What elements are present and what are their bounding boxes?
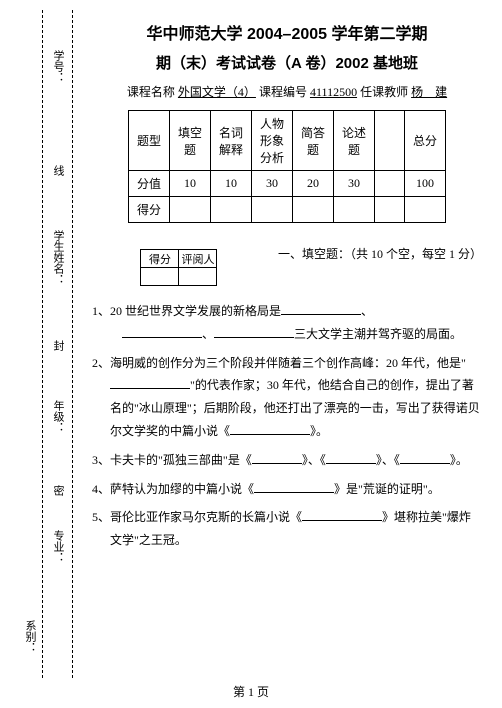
q3-t3: 》、《 [376,453,400,467]
side-label-dept: 系别： [22,620,38,653]
q4-t2: 》是"荒诞的证明"。 [334,482,440,496]
blank [230,423,310,435]
q3-num: 3、 [92,453,110,467]
question-3: 3、卡夫卡的"孤独三部曲"是《 》、《 》、《 》。 [92,449,482,472]
q1-t3: 、 [202,327,214,341]
grade-box: 得分评阅人 [140,249,217,286]
teacher-name: 杨 建 [411,85,447,99]
q1-t2: 、 [361,304,373,318]
s7 [405,197,446,223]
question-1: 1、20 世纪世界文学发展的新格局是、 、三大文学主潮并驾齐驱的局面。 [92,300,482,346]
side-label-mi: 密 [50,485,66,496]
v1: 10 [169,171,210,197]
blank [252,452,302,464]
q2-t3: 》。 [310,424,328,438]
row-score-label: 得分 [128,197,169,223]
side-label-name: 学生姓名： [50,230,66,285]
section1-title: 一、填空题：（共 10 个空，每空 1 分） [278,245,482,262]
label-course-code: 课程编号 [259,85,307,99]
course-code: 41112500 [310,85,357,99]
course-name: 外国文学（4） [178,85,256,99]
th-6 [375,111,405,171]
s5 [334,197,375,223]
blank [110,377,190,389]
side-label-xian: 线 [50,165,66,176]
s3 [251,197,292,223]
blank [122,326,202,338]
label-teacher: 任课教师 [360,85,408,99]
v6 [375,171,405,197]
question-2: 2、海明威的创作分为三个阶段并伴随着三个创作高峰：20 年代，他是""的代表作家… [92,352,482,443]
blank [254,481,334,493]
v3: 30 [251,171,292,197]
v7: 100 [405,171,446,197]
section1-row: 得分评阅人 一、填空题：（共 10 个空，每空 1 分） [92,241,482,294]
v5: 30 [334,171,375,197]
course-info: 课程名称 外国文学（4） 课程编号 41112500 任课教师 杨 建 [92,83,482,100]
th-4: 简答题 [293,111,334,171]
s4 [293,197,334,223]
question-5: 5、哥伦比亚作家马尔克斯的长篇小说《》堪称拉美"爆炸文学"之王冠。 [92,506,482,552]
q5-t1: 哥伦比亚作家马尔克斯的长篇小说《 [110,510,302,524]
q2-t1: 海明威的创作分为三个阶段并伴随着三个创作高峰：20 年代，他是" [110,356,466,370]
th-1: 填空题 [169,111,210,171]
score-table: 题型 填空题 名词解释 人物形象分析 简答题 论述题 总分 分值 10 10 3… [128,110,446,223]
q3-t2: 》、《 [302,453,326,467]
q5-num: 5、 [92,510,110,524]
q4-t1: 萨特认为加缪的中篇小说《 [110,482,254,496]
s2 [210,197,251,223]
dashed-line-outer [42,10,43,678]
small-h2: 评阅人 [179,250,217,268]
side-label-feng: 封 [50,340,66,351]
v4: 20 [293,171,334,197]
th-5: 论述题 [334,111,375,171]
th-type: 题型 [128,111,169,171]
question-4: 4、萨特认为加缪的中篇小说《 》是"荒诞的证明"。 [92,478,482,501]
q2-num: 2、 [92,356,110,370]
blank [214,326,294,338]
q1-t1: 20 世纪世界文学发展的新格局是 [110,304,281,318]
q1-num: 1、 [92,304,110,318]
blank [281,303,361,315]
label-course-name: 课程名称 [127,85,175,99]
th-2: 名词解释 [210,111,251,171]
side-label-grade: 年级： [50,400,66,433]
blank [400,452,450,464]
q3-t4: 》。 [450,453,468,467]
side-label-major: 专业： [50,530,66,563]
th-3: 人物形象分析 [251,111,292,171]
row-value-label: 分值 [128,171,169,197]
dashed-line-inner [72,10,73,678]
small-h1: 得分 [141,250,179,268]
page-subtitle: 期（末）考试试卷（A 卷）2002 基地班 [92,52,482,73]
th-7: 总分 [405,111,446,171]
side-label-xuehao: 学号： [50,50,66,83]
s6 [375,197,405,223]
q4-num: 4、 [92,482,110,496]
s1 [169,197,210,223]
blank [302,509,382,521]
v2: 10 [210,171,251,197]
page-title: 华中师范大学 2004–2005 学年第二学期 [92,20,482,44]
page-footer: 第 1 页 [0,683,502,700]
q1-t4: 三大文学主潮并驾齐驱的局面。 [294,327,462,341]
q3-t1: 卡夫卡的"孤独三部曲"是《 [110,453,252,467]
small-c2 [179,268,217,286]
small-c1 [141,268,179,286]
main-content: 华中师范大学 2004–2005 学年第二学期 期（末）考试试卷（A 卷）200… [92,20,482,558]
blank [326,452,376,464]
